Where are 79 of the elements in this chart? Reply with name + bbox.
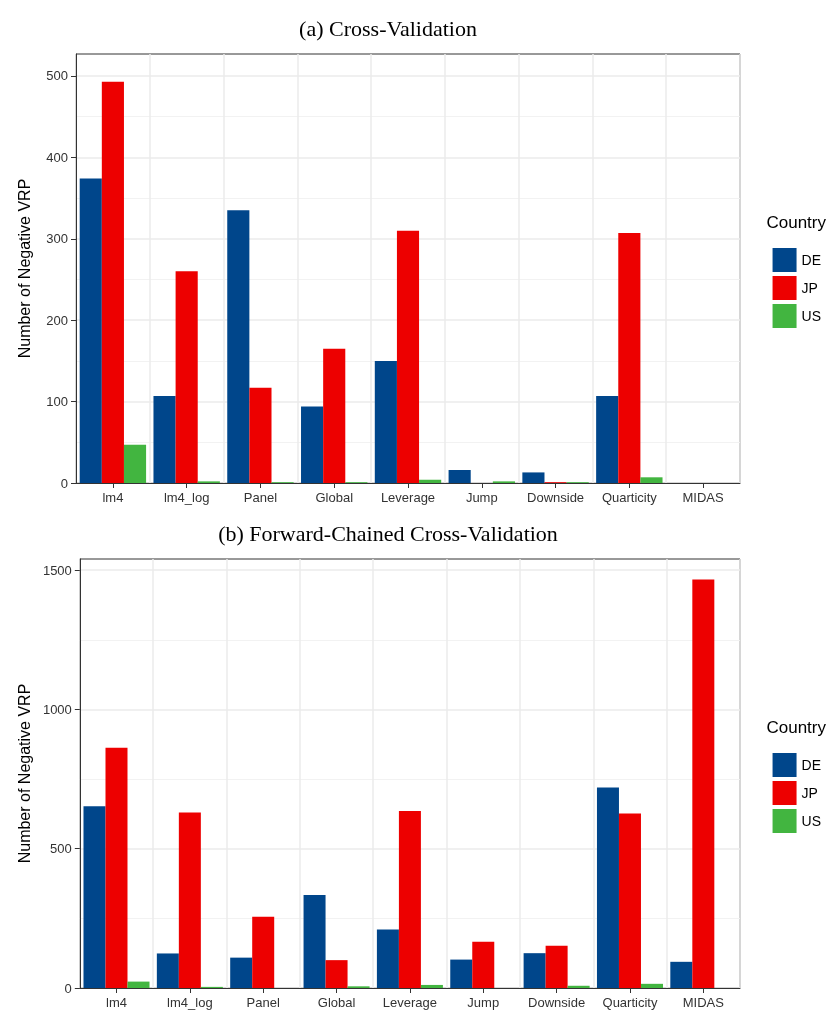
legend-label: DE xyxy=(801,757,821,773)
x-tick-label: MIDAS xyxy=(682,490,725,505)
bar xyxy=(83,806,106,988)
legend-title: Country xyxy=(766,718,827,737)
bar xyxy=(692,579,715,988)
x-tick-label: Jump xyxy=(465,490,498,505)
bar xyxy=(325,960,348,988)
bar xyxy=(419,479,442,483)
y-axis-title: Number of Negative VRP xyxy=(15,683,33,864)
x-tick-label: Downside xyxy=(528,995,586,1010)
x-tick-label: Quarticity xyxy=(602,995,658,1010)
x-tick-label: Global xyxy=(315,490,354,505)
bar xyxy=(522,472,545,483)
bar xyxy=(303,894,326,988)
x-tick-label: Global xyxy=(317,995,356,1010)
x-tick-label: lm4_log xyxy=(167,995,213,1010)
bar xyxy=(105,747,128,988)
bar xyxy=(79,178,102,483)
x-tick-label: Leverage xyxy=(380,490,436,505)
bar xyxy=(301,406,324,483)
bar xyxy=(567,985,590,988)
bar xyxy=(398,811,421,988)
x-tick-label: Quarticity xyxy=(601,490,658,505)
legend-label: JP xyxy=(801,280,818,296)
x-tick-label: Downside xyxy=(527,490,585,505)
legend-label: JP xyxy=(801,785,818,801)
chart-title: (a) Cross-Validation xyxy=(299,15,477,41)
bar xyxy=(127,981,150,988)
y-tick-label: 500 xyxy=(50,841,72,857)
bar xyxy=(101,81,124,483)
bar xyxy=(323,348,346,483)
bar xyxy=(175,271,198,483)
bar xyxy=(123,444,147,483)
bar xyxy=(596,787,619,988)
x-tick-label: Panel xyxy=(246,995,280,1010)
chart-title: (b) Forward-Chained Cross-Validation xyxy=(218,520,558,546)
bar xyxy=(396,230,420,483)
bar xyxy=(618,233,641,483)
bar xyxy=(545,945,568,988)
x-tick-label: lm4 xyxy=(106,995,127,1010)
bar xyxy=(178,812,201,988)
bar xyxy=(376,929,399,988)
y-tick-label: 1000 xyxy=(42,701,72,717)
y-tick-label: 0 xyxy=(64,980,72,996)
y-axis-title: Number of Negative VRP xyxy=(15,178,33,359)
legend-label: US xyxy=(801,813,821,829)
bar xyxy=(156,953,179,988)
y-tick-label: 0 xyxy=(60,475,68,491)
bar xyxy=(153,395,176,483)
bar xyxy=(230,957,253,988)
x-tick-label: Leverage xyxy=(382,995,438,1010)
y-tick-label: 400 xyxy=(46,149,68,165)
x-tick-label: lm4 xyxy=(102,490,124,505)
bar xyxy=(670,961,693,988)
bar xyxy=(450,959,473,988)
bar xyxy=(448,469,471,483)
bar xyxy=(374,360,397,483)
y-tick-label: 100 xyxy=(46,394,68,410)
bar xyxy=(618,813,641,988)
bar xyxy=(640,983,663,988)
y-tick-label: 200 xyxy=(46,312,68,328)
x-tick-label: Jump xyxy=(467,995,500,1010)
y-tick-label: 300 xyxy=(46,231,68,247)
bar xyxy=(227,210,250,483)
legend-label: DE xyxy=(801,252,821,268)
x-tick-label: Panel xyxy=(243,490,278,505)
bar xyxy=(252,916,275,988)
x-tick-label: lm4_log xyxy=(163,490,210,505)
legend-label: US xyxy=(801,308,821,324)
legend-title: Country xyxy=(766,213,827,232)
bar xyxy=(249,387,272,483)
x-tick-label: MIDAS xyxy=(682,995,725,1010)
bar xyxy=(472,941,495,988)
bar xyxy=(640,477,663,483)
bar xyxy=(596,395,619,483)
y-tick-label: 1500 xyxy=(42,562,72,578)
y-tick-label: 500 xyxy=(46,68,68,84)
bar xyxy=(420,984,443,988)
bar xyxy=(523,953,546,988)
